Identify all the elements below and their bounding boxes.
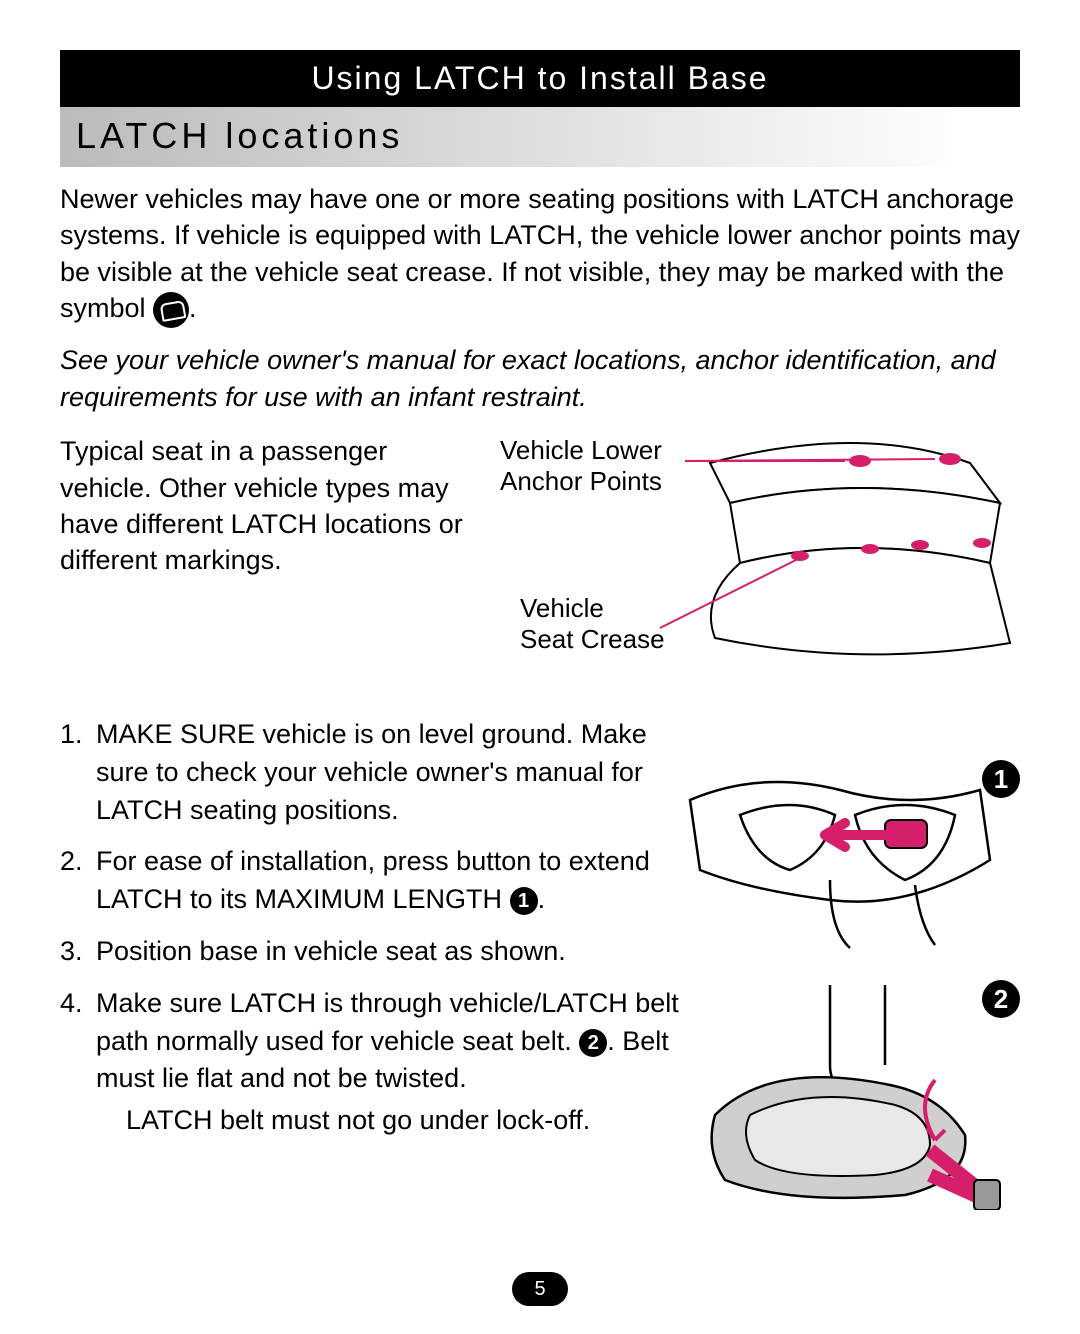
see-manual-note: See your vehicle owner's manual for exac… [60, 342, 1020, 415]
step-2: For ease of installation, press button t… [90, 843, 700, 919]
text: Newer vehicles may have one or more seat… [60, 184, 792, 214]
subsection-title: LATCH locations [60, 107, 1020, 167]
text: Anchor Points [500, 466, 662, 496]
figure-1: 1 [680, 760, 1020, 950]
latch-term: LATCH [96, 795, 183, 825]
instruction-list: MAKE SURE vehicle is on level ground. Ma… [60, 716, 700, 1140]
latch-term: LATCH [541, 988, 628, 1018]
figure-number-badge: 2 [982, 980, 1020, 1018]
seat-diagram: Vehicle Lower Anchor Points Vehicle Seat… [500, 433, 1020, 688]
latch-term: LATCH [126, 1105, 213, 1135]
latch-term: LATCH [489, 220, 576, 250]
text: . [189, 293, 197, 323]
crease-label: Vehicle Seat Crease [520, 593, 665, 655]
section-title: Using LATCH to Install Base [60, 50, 1020, 107]
figure-number-badge: 1 [982, 760, 1020, 798]
figure-ref-icon: 1 [510, 887, 538, 915]
text: Seat Crease [520, 624, 665, 654]
anchor-label: Vehicle Lower Anchor Points [500, 435, 662, 497]
figure-1-illustration [680, 760, 1020, 950]
text: . [538, 884, 546, 914]
text: Vehicle Lower [500, 435, 662, 465]
diagram-caption: Typical seat in a passenger vehicle. Oth… [60, 433, 484, 688]
text: belt must not go under lock-off. [213, 1105, 591, 1135]
text: Make sure [96, 988, 230, 1018]
latch-term: LATCH [230, 988, 317, 1018]
intro-paragraph: Newer vehicles may have one or more seat… [60, 181, 1020, 328]
emphasis: MAKE SURE [96, 719, 255, 749]
text: Vehicle [520, 593, 604, 623]
latch-term: LATCH [231, 509, 318, 539]
text: to its MAXIMUM LENGTH [183, 884, 510, 914]
latch-term: LATCH [96, 884, 183, 914]
text: is through vehicle/ [316, 988, 541, 1018]
step-1: MAKE SURE vehicle is on level ground. Ma… [90, 716, 700, 829]
figure-ref-icon: 2 [579, 1029, 607, 1057]
text: seating positions. [183, 795, 399, 825]
step-4-sub: LATCH belt must not go under lock-off. [126, 1102, 700, 1140]
step-3: Position base in vehicle seat as shown. [90, 933, 700, 971]
latch-symbol-icon [153, 292, 189, 328]
text: For ease of installation, press button t… [96, 846, 650, 876]
figure-2-illustration [680, 980, 1020, 1210]
step-4: Make sure LATCH is through vehicle/LATCH… [90, 985, 700, 1140]
page-number: 5 [512, 1272, 568, 1306]
latch-term: LATCH [792, 184, 879, 214]
figure-2: 2 [680, 980, 1020, 1210]
diagram-section: Typical seat in a passenger vehicle. Oth… [60, 433, 1020, 688]
